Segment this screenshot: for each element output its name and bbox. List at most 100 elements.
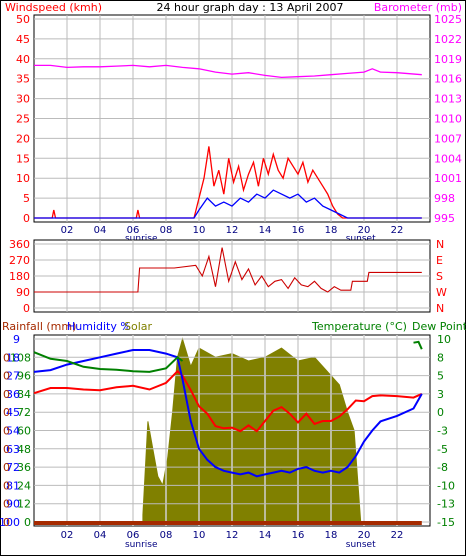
dew-point-axis-label: Dew Point [412, 320, 466, 333]
windspeed-axis-label: Windspeed (kmh) [5, 1, 102, 14]
temperature-tick-label: -15 [437, 516, 455, 529]
x-tick-label: 20 [358, 530, 371, 541]
x-tick-label: 10 [193, 530, 206, 541]
x-tick-label: 22 [391, 530, 404, 541]
rainfall-tick-label: 0 [3, 498, 10, 511]
rainfall-tick-label: 0 [3, 479, 10, 492]
solar-tick-label: 24 [17, 479, 31, 492]
barometer-tick-label: 1025 [434, 13, 462, 26]
x-tick-label: 10 [193, 225, 206, 236]
rainfall-tick-label: 0 [3, 516, 10, 529]
humidity-tick-label: 36 [6, 388, 20, 401]
x-tick-label: 06 [127, 530, 140, 541]
barometer-tick-label: 1004 [434, 152, 462, 165]
direction-compass-label: N [436, 302, 444, 315]
temperature-series-line [33, 369, 423, 433]
humidity-tick-label: 45 [6, 406, 20, 419]
rainfall-tick-label: 0 [3, 425, 10, 438]
wind-direction-panel: 0 N 90 W 180 S 270 E 360 N [9, 238, 447, 315]
windspeed-tick-label: 0 [23, 212, 30, 225]
dew-point-series-line [33, 351, 184, 373]
temperature-tick-label: -3 [437, 425, 448, 438]
x-tick-label: 02 [61, 225, 74, 236]
windspeed-tick-label: 40 [16, 53, 30, 66]
windspeed-tick-label: 35 [16, 73, 30, 86]
barometer-tick-label: 1010 [434, 113, 462, 126]
windspeed-tick-label: 25 [16, 113, 30, 126]
direction-compass-label: N [436, 238, 444, 251]
windspeed-tick-label: 10 [16, 172, 30, 185]
temperature-tick-label: 5 [437, 370, 444, 383]
x-tick-label: 02 [61, 530, 74, 541]
solar-tick-label: 84 [17, 388, 31, 401]
solar-tick-label: 48 [17, 443, 31, 456]
humidity-tick-label: 63 [6, 443, 20, 456]
barometer-tick-label: 1001 [434, 172, 462, 185]
x-tick-label: 08 [160, 530, 173, 541]
barometer-tick-label: 1007 [434, 132, 462, 145]
solar-tick-label: 36 [17, 461, 31, 474]
humidity-tick-label: 9 [13, 333, 20, 346]
rainfall-tick-label: 0 [3, 443, 10, 456]
barometer-tick-label: 1013 [434, 93, 462, 106]
rainfall-axis-label: Rainfall (mm) [2, 320, 76, 333]
temperature-axis-label: Temperature (°C) [311, 320, 407, 333]
x-tick-label: 12 [226, 225, 239, 236]
windspeed-tick-label: 50 [16, 13, 30, 26]
x-tick-label: 12 [226, 530, 239, 541]
x-tick-label: 16 [292, 530, 305, 541]
direction-degree-label: 360 [9, 238, 30, 251]
barometer-tick-label: 1016 [434, 73, 462, 86]
humidity-axis-label: Humidity % [67, 320, 131, 333]
wind-direction-series-line [34, 247, 422, 293]
sunrise-label: sunrise [125, 234, 158, 244]
x-tick-label: 14 [259, 225, 272, 236]
sunrise-label: sunrise [125, 540, 158, 550]
direction-compass-label: E [436, 254, 443, 267]
direction-compass-label: S [436, 270, 443, 283]
humidity-tick-label: 90 [6, 498, 20, 511]
windspeed-tick-label: 5 [23, 192, 30, 205]
x-tick-label: 16 [292, 225, 305, 236]
rainfall-tick-label: 0 [3, 388, 10, 401]
temperature-tick-label: -10 [437, 479, 455, 492]
temperature-tick-label: -8 [437, 461, 448, 474]
direction-degree-label: 270 [9, 254, 30, 267]
windspeed-tick-label: 30 [16, 93, 30, 106]
barometer-tick-label: 998 [434, 192, 455, 205]
solar-tick-label: 108 [10, 351, 31, 364]
humidity-tick-label: 27 [6, 370, 20, 383]
rainfall-tick-label: 0 [3, 370, 10, 383]
rainfall-tick-label: 0 [3, 461, 10, 474]
solar-tick-label: 72 [17, 406, 31, 419]
x-tick-label: 18 [325, 225, 338, 236]
humidity-series-line [33, 349, 423, 478]
chart-title: 24 hour graph day : 13 April 2007 [157, 1, 344, 14]
humidity-tick-label: 54 [6, 425, 20, 438]
rainfall-tick-label: 0 [3, 406, 10, 419]
average-series-line [34, 189, 422, 219]
temperature-tick-label: 10 [437, 333, 451, 346]
dew-point-end-series-line [413, 340, 423, 350]
temperature-tick-label: -5 [437, 443, 448, 456]
x-tick-label: 04 [94, 225, 107, 236]
x-tick-label: 04 [94, 530, 107, 541]
temperature-humidity-panel: -1501000-1312900-1024810-836720-548630-3… [0, 333, 455, 550]
solar-tick-label: 60 [17, 425, 31, 438]
solar-tick-label: 0 [24, 516, 31, 529]
sunset-label: sunset [346, 234, 376, 244]
x-tick-label: 08 [160, 225, 173, 236]
humidity-tick-label: 100 [0, 516, 20, 529]
windspeed-tick-label: 15 [16, 152, 30, 165]
solar-tick-label: 12 [17, 498, 31, 511]
humidity-tick-label: 72 [6, 461, 20, 474]
barometer-tick-label: 1019 [434, 53, 462, 66]
x-tick-label: 20 [358, 225, 371, 236]
direction-degree-label: 90 [16, 286, 30, 299]
temperature-tick-label: -13 [437, 498, 455, 511]
direction-compass-label: W [436, 286, 447, 299]
rainfall-tick-label: 0 [3, 351, 10, 364]
humidity-tick-label: 18 [6, 351, 20, 364]
barometer-series-line [34, 64, 422, 79]
